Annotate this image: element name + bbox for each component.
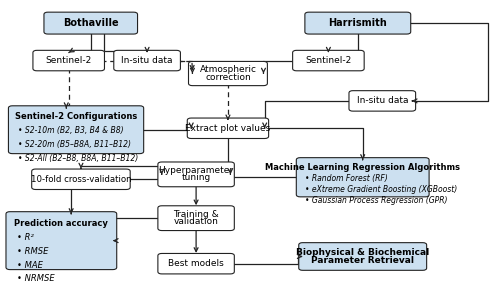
Text: • R²: • R²: [17, 233, 34, 242]
FancyBboxPatch shape: [158, 206, 234, 230]
Text: In-situ data: In-situ data: [122, 56, 173, 65]
Text: • S2-20m (B5–B8A, B11–B12): • S2-20m (B5–B8A, B11–B12): [18, 140, 131, 149]
FancyBboxPatch shape: [296, 158, 429, 197]
Text: Parameter Retrieval: Parameter Retrieval: [311, 255, 414, 265]
FancyBboxPatch shape: [292, 50, 364, 71]
FancyBboxPatch shape: [158, 162, 234, 187]
Text: • NRMSE: • NRMSE: [17, 274, 54, 283]
Text: Training &: Training &: [173, 210, 219, 219]
Text: Prediction accuracy: Prediction accuracy: [14, 219, 108, 228]
Text: tuning: tuning: [182, 173, 210, 183]
FancyBboxPatch shape: [32, 169, 130, 190]
Text: Atmospheric: Atmospheric: [200, 66, 256, 74]
FancyBboxPatch shape: [349, 91, 416, 111]
FancyBboxPatch shape: [44, 12, 138, 34]
Text: Harrismith: Harrismith: [328, 18, 387, 28]
FancyBboxPatch shape: [188, 61, 268, 86]
Text: Bothaville: Bothaville: [63, 18, 118, 28]
Text: Extract plot values: Extract plot values: [186, 124, 270, 133]
Text: In-situ data: In-situ data: [356, 96, 408, 106]
Text: • Gaussian Process Regression (GPR): • Gaussian Process Regression (GPR): [305, 196, 448, 205]
Text: Hyperparameter: Hyperparameter: [158, 166, 234, 175]
Text: Machine Learning Regression Algorithms: Machine Learning Regression Algorithms: [265, 163, 460, 172]
Text: • Random Forest (RF): • Random Forest (RF): [305, 174, 388, 183]
Text: Biophysical & Biochemical: Biophysical & Biochemical: [296, 248, 430, 257]
Text: • RMSE: • RMSE: [17, 247, 48, 256]
FancyBboxPatch shape: [158, 253, 234, 274]
Text: 10-fold cross-validation: 10-fold cross-validation: [30, 175, 132, 184]
Text: • S2-All (B2–B8, B8A, B11–B12): • S2-All (B2–B8, B8A, B11–B12): [18, 154, 138, 163]
FancyBboxPatch shape: [33, 50, 104, 71]
FancyBboxPatch shape: [8, 106, 143, 154]
Text: • S2-10m (B2, B3, B4 & B8): • S2-10m (B2, B3, B4 & B8): [18, 126, 124, 135]
Text: correction: correction: [205, 73, 251, 82]
FancyBboxPatch shape: [305, 12, 410, 34]
Text: Best models: Best models: [168, 259, 224, 268]
FancyBboxPatch shape: [114, 50, 180, 71]
FancyBboxPatch shape: [188, 118, 268, 138]
FancyBboxPatch shape: [299, 243, 426, 270]
Text: Sentinel-2: Sentinel-2: [306, 56, 352, 65]
Text: Sentinel-2: Sentinel-2: [46, 56, 92, 65]
Text: • eXtreme Gradient Boosting (XGBoost): • eXtreme Gradient Boosting (XGBoost): [305, 185, 458, 194]
Text: • MAE: • MAE: [17, 260, 42, 270]
Text: Sentinel-2 Configurations: Sentinel-2 Configurations: [15, 112, 137, 121]
Text: validation: validation: [174, 217, 218, 226]
FancyBboxPatch shape: [6, 212, 116, 270]
